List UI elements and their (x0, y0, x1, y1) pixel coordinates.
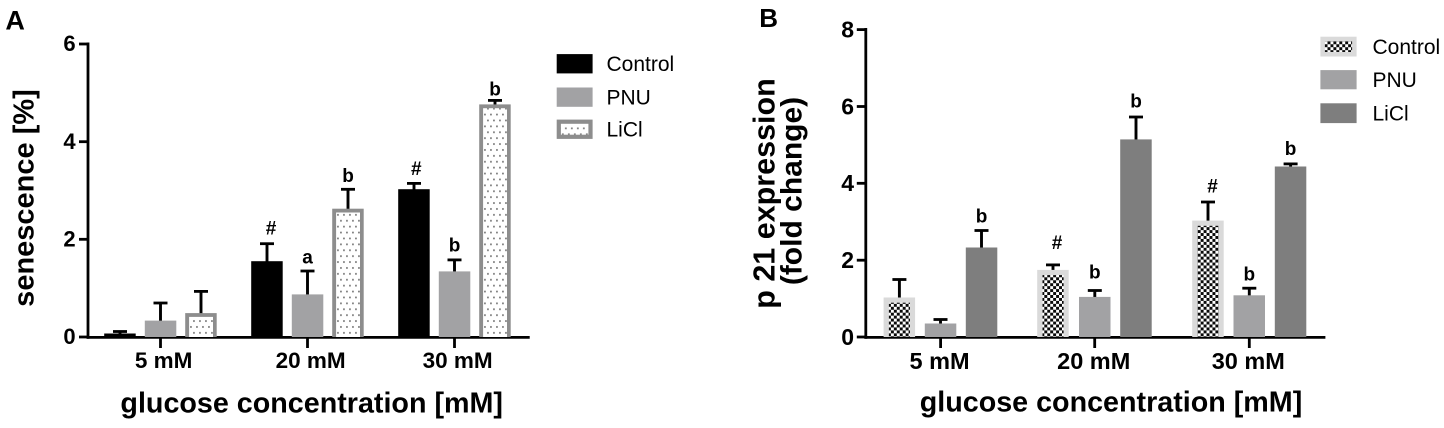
svg-text:PNU: PNU (607, 86, 651, 109)
svg-text:A: A (5, 5, 25, 35)
svg-text:20 mM: 20 mM (276, 348, 346, 373)
svg-text:b: b (1243, 264, 1255, 285)
svg-text:4: 4 (841, 170, 854, 196)
svg-text:2: 2 (63, 227, 75, 252)
svg-text:5 mM: 5 mM (135, 348, 193, 373)
svg-text:4: 4 (63, 129, 76, 154)
svg-text:30 mM: 30 mM (423, 348, 493, 373)
svg-text:B: B (759, 3, 778, 33)
svg-text:#: # (1207, 177, 1218, 198)
svg-text:#: # (1052, 233, 1063, 254)
svg-text:b: b (489, 79, 501, 100)
svg-text:0: 0 (841, 324, 854, 350)
svg-text:b: b (449, 236, 461, 257)
svg-text:20 mM: 20 mM (1057, 348, 1130, 374)
svg-text:6: 6 (841, 93, 854, 119)
svg-text:b: b (976, 206, 988, 227)
svg-text:Control: Control (1373, 36, 1441, 59)
svg-text:glucose concentration [mM]: glucose concentration [mM] (120, 388, 503, 420)
svg-text:30 mM: 30 mM (1212, 348, 1285, 374)
svg-text:PNU: PNU (1373, 69, 1417, 92)
svg-text:5 mM: 5 mM (910, 348, 970, 374)
svg-text:8: 8 (841, 17, 854, 43)
svg-text:senescence [%]: senescence [%] (9, 89, 41, 307)
svg-text:LiCl: LiCl (1373, 102, 1409, 125)
svg-text:b: b (1089, 263, 1101, 284)
svg-text:2: 2 (841, 247, 854, 273)
svg-text:p 21 expression: p 21 expression (748, 78, 782, 309)
svg-text:b: b (1130, 91, 1142, 112)
svg-text:6: 6 (63, 31, 75, 56)
svg-text:0: 0 (63, 324, 75, 349)
svg-text:a: a (302, 247, 313, 268)
svg-text:#: # (411, 159, 422, 180)
svg-text:#: # (266, 219, 277, 240)
svg-text:b: b (1285, 139, 1297, 160)
svg-text:glucose concentration [mM]: glucose concentration [mM] (920, 387, 1303, 419)
svg-text:Control: Control (607, 53, 675, 76)
svg-text:(fold change): (fold change) (776, 97, 809, 285)
svg-text:LiCl: LiCl (607, 119, 643, 142)
svg-text:b: b (342, 166, 354, 187)
